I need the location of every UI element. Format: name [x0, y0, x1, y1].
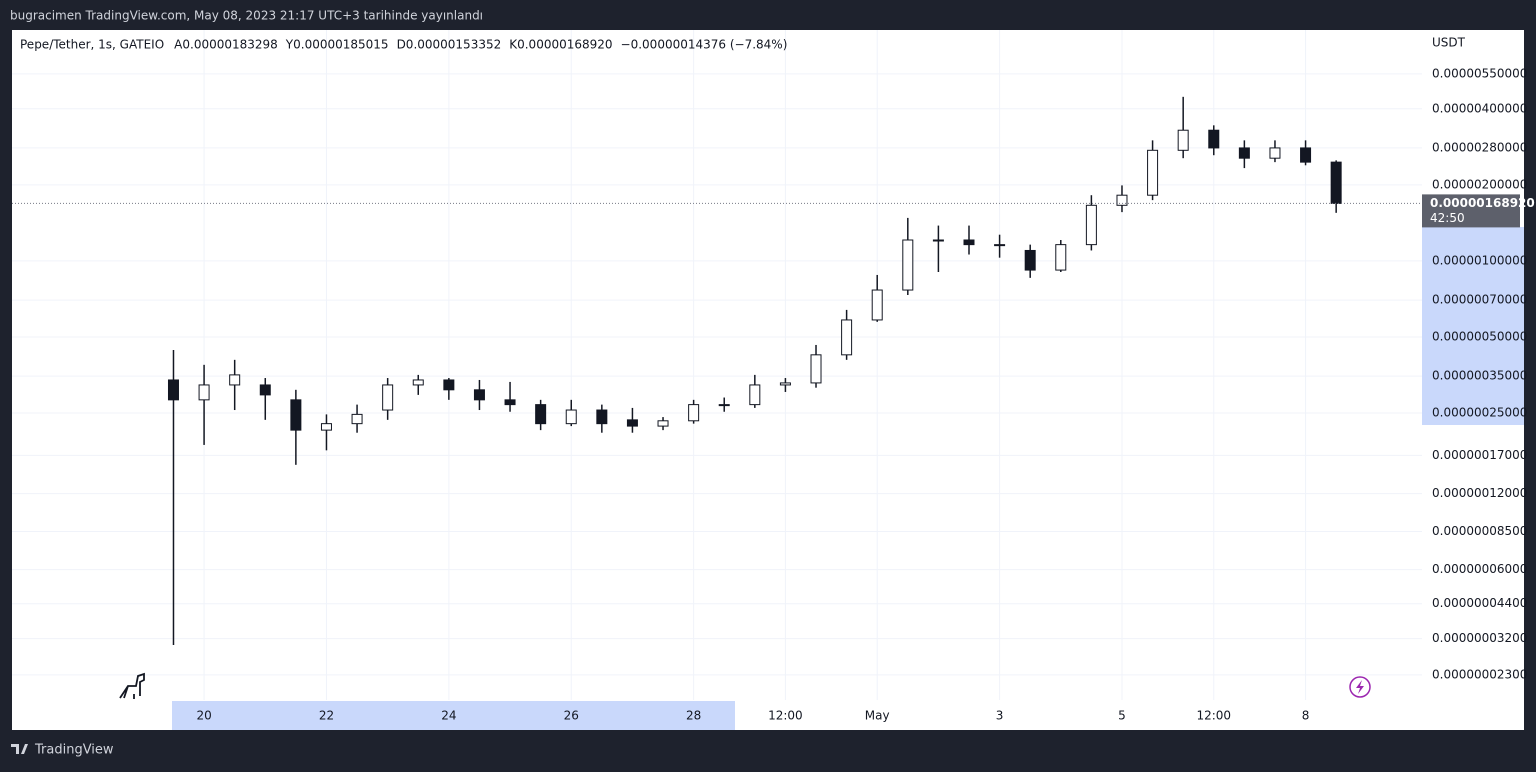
candle-body: [1208, 129, 1220, 149]
x-tick-label: 28: [686, 709, 701, 723]
publish-header: bugracimen TradingView.com, May 08, 2023…: [10, 9, 483, 23]
candle-body: [963, 239, 975, 246]
candle-body: [1330, 161, 1342, 204]
y-tick-label: 0.00000070000: [1432, 293, 1527, 307]
last-price-label: 0.00000168920: [1430, 196, 1535, 210]
candle-body: [749, 384, 761, 406]
legend-item: D0.00000153352: [397, 38, 502, 52]
legend-item: K0.00000168920: [509, 38, 612, 52]
candle-body: [535, 404, 547, 425]
y-tick-label: 0.00000004400: [1432, 596, 1527, 610]
footer-logo: TradingView: [11, 743, 114, 758]
legend-item: A0.00000183298: [174, 38, 278, 52]
y-tick-label: 0.00000012000: [1432, 486, 1527, 500]
x-tick-label: May: [865, 709, 890, 723]
lightning-icon[interactable]: [1349, 676, 1371, 698]
candle-body: [504, 399, 516, 406]
candle-body: [198, 384, 210, 401]
x-tick-label: 26: [564, 709, 579, 723]
y-tick-label: 0.00000003200: [1432, 631, 1527, 645]
candle-body: [1024, 249, 1036, 271]
x-tick-label: 5: [1118, 709, 1126, 723]
last-price-box: [1422, 194, 1520, 228]
legend-item: Y0.00000185015: [285, 38, 389, 52]
candle-body: [596, 409, 608, 425]
chart-title: Pepe/Tether, 1s, GATEIO: [20, 38, 164, 52]
x-tick-label: 12:00: [768, 709, 803, 723]
candle-body: [259, 384, 271, 396]
x-tick-label: 3: [996, 709, 1004, 723]
candle-body: [1147, 149, 1159, 196]
x-tick-label: 22: [319, 709, 334, 723]
candle-body: [718, 404, 730, 407]
y-tick-label: 0.00000280000: [1432, 140, 1527, 154]
grid: [12, 30, 1422, 700]
y-tick-label: 0.00000008500: [1432, 524, 1527, 538]
candle-body: [290, 399, 302, 431]
y-axis-label: USDT: [1432, 36, 1466, 50]
footer-text: TradingView: [34, 743, 114, 758]
candle-body: [320, 423, 332, 431]
y-tick-label: 0.00000002300: [1432, 667, 1527, 681]
candle-body: [1238, 147, 1250, 159]
candle-body: [382, 384, 394, 411]
candle-body: [351, 413, 363, 425]
x-tick-label: 20: [196, 709, 211, 723]
price-range-highlight: [1422, 227, 1524, 425]
y-tick-label: 0.00000100000: [1432, 253, 1527, 267]
time-range-highlight: [172, 701, 735, 730]
x-tick-label: 8: [1302, 709, 1310, 723]
y-tick-label: 0.00000017000: [1432, 448, 1527, 462]
candle-body: [565, 409, 577, 425]
candle-body: [412, 379, 424, 386]
candle-body: [167, 379, 179, 401]
y-tick-label: 0.00000400000: [1432, 101, 1527, 115]
candle-body: [1177, 129, 1189, 151]
chart-area: [12, 30, 1524, 730]
y-tick-label: 0.00000200000: [1432, 177, 1527, 191]
candle-body: [443, 379, 455, 391]
y-tick-label: 0.00000050000: [1432, 329, 1527, 343]
candle-body: [841, 319, 853, 356]
candle-body: [902, 239, 914, 291]
candle-body: [932, 239, 944, 242]
candle-body: [1085, 204, 1097, 246]
x-tick-label: 12:00: [1196, 709, 1231, 723]
candle-body: [657, 420, 669, 427]
candle-body: [688, 404, 700, 422]
y-tick-label: 0.00000035000: [1432, 369, 1527, 383]
candle-body: [1055, 244, 1067, 271]
y-tick-label: 0.00000006000: [1432, 562, 1527, 576]
countdown-label: 42:50: [1430, 211, 1465, 225]
candle-body: [1269, 147, 1281, 159]
candle-body: [779, 382, 791, 386]
candle-body: [994, 244, 1006, 247]
candle-body: [229, 374, 241, 386]
candle-body: [626, 419, 638, 427]
legend-item: −0.00000014376 (−7.84%): [621, 38, 788, 52]
candle-body: [473, 389, 485, 401]
candle-body: [871, 289, 883, 321]
candle-body: [810, 354, 822, 384]
y-tick-label: 0.00000550000: [1432, 66, 1527, 80]
dino-icon: [119, 672, 145, 699]
candle-body: [1300, 147, 1312, 163]
candle-body: [1116, 194, 1128, 206]
candles: [167, 96, 1342, 646]
x-tick-label: 24: [441, 709, 456, 723]
y-tick-label: 0.00000025000: [1432, 406, 1527, 420]
